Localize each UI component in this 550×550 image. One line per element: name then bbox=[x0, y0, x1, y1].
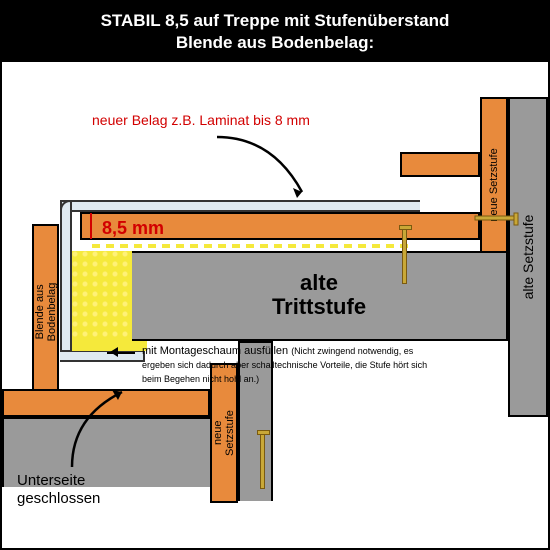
new-riser-right: neue Setzstufe bbox=[480, 97, 508, 272]
blende-label: Blende ausBodenbelag bbox=[33, 282, 57, 341]
old-tread: alte Trittstufe bbox=[97, 251, 508, 341]
dimension-marker: 8,5 mm bbox=[102, 218, 164, 239]
foam-note: mit Montageschaum ausfüllen (Nicht zwing… bbox=[142, 345, 432, 386]
upper-tread-edge bbox=[400, 152, 480, 177]
profile-top bbox=[60, 200, 420, 212]
foam-arrow bbox=[107, 352, 135, 354]
title-line-1: STABIL 8,5 auf Treppe mit Stufenüberstan… bbox=[8, 10, 542, 32]
dimension-text: 8,5 mm bbox=[102, 218, 164, 238]
new-riser-right-label: neue Setzstufe bbox=[488, 148, 500, 221]
underside-label: Unterseite geschlossen bbox=[17, 472, 100, 508]
screw-bottom bbox=[260, 432, 265, 489]
blende: Blende ausBodenbelag bbox=[32, 224, 59, 399]
screw-riser bbox=[475, 216, 517, 221]
old-tread-label: alte Trittstufe bbox=[229, 271, 409, 319]
foam-fill bbox=[72, 251, 132, 349]
underside-arrow bbox=[62, 387, 152, 477]
old-riser: alte Setzstufe bbox=[508, 97, 548, 417]
profile-nose bbox=[60, 200, 72, 360]
screw-tread bbox=[402, 227, 407, 284]
dim-bracket-l bbox=[90, 213, 92, 239]
old-riser-label: alte Setzstufe bbox=[520, 215, 536, 300]
title-line-2: Blende aus Bodenbelag: bbox=[8, 32, 542, 54]
new-riser-bottom-label: neue Setzstufe bbox=[212, 399, 236, 467]
top-covering-label: neuer Belag z.B. Laminat bis 8 mm bbox=[92, 112, 310, 128]
foam-upper bbox=[92, 244, 412, 248]
diagram-canvas: STABIL 8,5 auf Treppe mit Stufenüberstan… bbox=[0, 0, 550, 550]
title-header: STABIL 8,5 auf Treppe mit Stufenüberstan… bbox=[2, 2, 548, 62]
diagram-stage: alte Setzstufe neue Setzstufe neuer Bela… bbox=[2, 77, 548, 548]
